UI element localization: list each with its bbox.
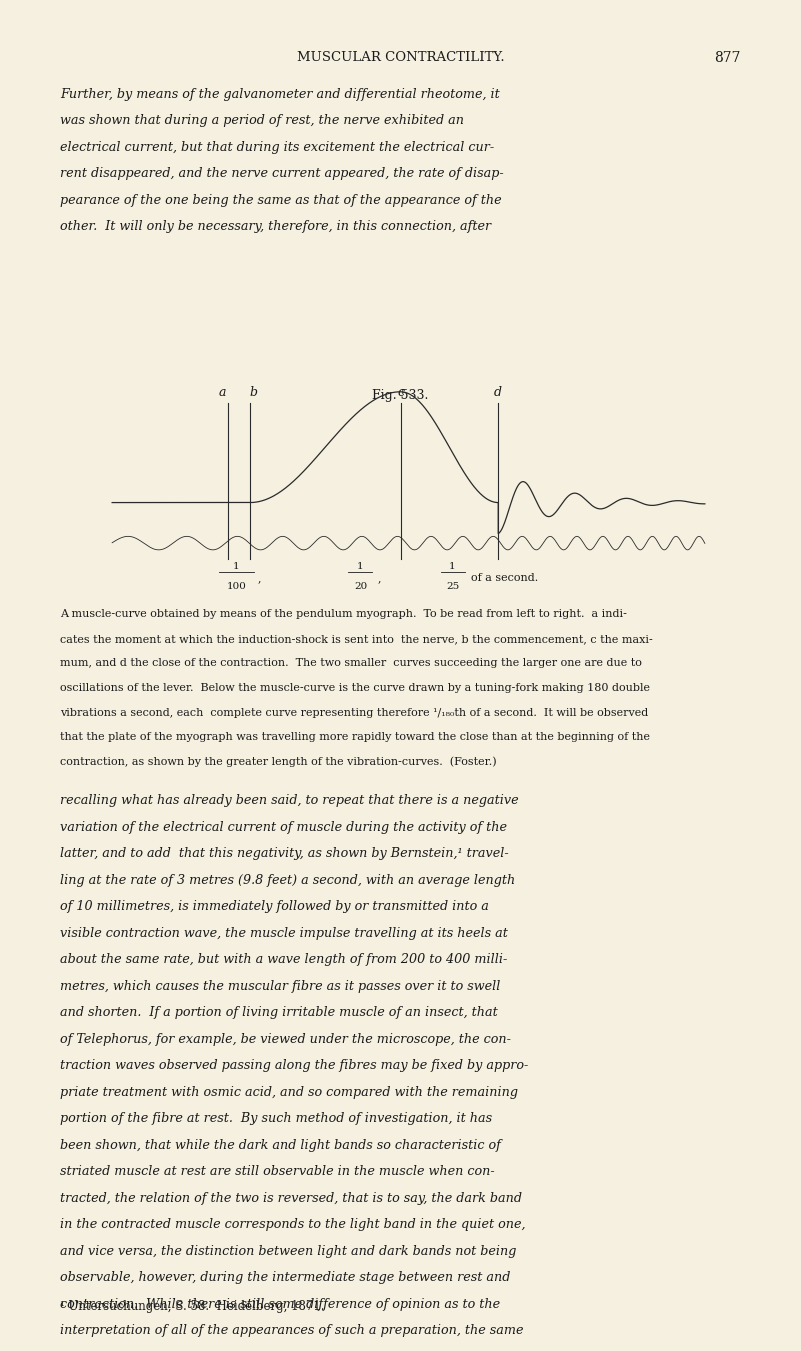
Text: cates the moment at which the induction-shock is sent into  the nerve, b the com: cates the moment at which the induction-… — [60, 634, 653, 644]
Text: been shown, that while the dark and light bands so characteristic of: been shown, that while the dark and ligh… — [60, 1139, 501, 1151]
Text: striated muscle at rest are still observable in the muscle when con-: striated muscle at rest are still observ… — [60, 1165, 495, 1178]
Text: about the same rate, but with a wave length of from 200 to 400 milli-: about the same rate, but with a wave len… — [60, 954, 507, 966]
Text: pearance of the one being the same as that of the appearance of the: pearance of the one being the same as th… — [60, 193, 501, 207]
Text: ,: , — [258, 573, 261, 584]
Text: traction waves observed passing along the fibres may be fixed by appro-: traction waves observed passing along th… — [60, 1059, 529, 1073]
Text: and shorten.  If a portion of living irritable muscle of an insect, that: and shorten. If a portion of living irri… — [60, 1006, 498, 1019]
Text: portion of the fibre at rest.  By such method of investigation, it has: portion of the fibre at rest. By such me… — [60, 1112, 492, 1125]
Text: oscillations of the lever.  Below the muscle-curve is the curve drawn by a tunin: oscillations of the lever. Below the mus… — [60, 684, 650, 693]
Text: tracted, the relation of the two is reversed, that is to say, the dark band: tracted, the relation of the two is reve… — [60, 1192, 522, 1205]
Text: Further, by means of the galvanometer and differential rheotome, it: Further, by means of the galvanometer an… — [60, 88, 500, 101]
Text: A muscle-curve obtained by means of the pendulum myograph.  To be read from left: A muscle-curve obtained by means of the … — [60, 609, 627, 619]
Text: contraction, as shown by the greater length of the vibration-curves.  (Foster.): contraction, as shown by the greater len… — [60, 757, 497, 767]
Text: contraction.  While there is still some difference of opinion as to the: contraction. While there is still some d… — [60, 1297, 500, 1310]
Text: latter, and to add  that this negativity, as shown by Bernstein,¹ travel-: latter, and to add that this negativity,… — [60, 847, 509, 861]
Text: 20: 20 — [354, 582, 367, 592]
Text: vibrations a second, each  complete curve representing therefore ¹/₁₈₀th of a se: vibrations a second, each complete curve… — [60, 708, 648, 717]
Text: MUSCULAR CONTRACTILITY.: MUSCULAR CONTRACTILITY. — [296, 51, 505, 65]
Text: 877: 877 — [714, 51, 741, 65]
Text: 1: 1 — [233, 562, 239, 571]
Text: 25: 25 — [446, 582, 459, 592]
Text: rent disappeared, and the nerve current appeared, the rate of disap-: rent disappeared, and the nerve current … — [60, 168, 504, 180]
Text: metres, which causes the muscular fibre as it passes over it to swell: metres, which causes the muscular fibre … — [60, 979, 501, 993]
Text: c: c — [397, 385, 404, 399]
Text: Fig. 533.: Fig. 533. — [372, 389, 429, 403]
Text: other.  It will only be necessary, therefore, in this connection, after: other. It will only be necessary, theref… — [60, 220, 491, 234]
Text: ling at the rate of 3 metres (9.8 feet) a second, with an average length: ling at the rate of 3 metres (9.8 feet) … — [60, 874, 515, 886]
Text: of Telephorus, for example, be viewed under the microscope, the con-: of Telephorus, for example, be viewed un… — [60, 1032, 511, 1046]
Text: interpretation of all of the appearances of such a preparation, the same: interpretation of all of the appearances… — [60, 1324, 524, 1337]
Text: 100: 100 — [227, 582, 246, 592]
Text: d: d — [494, 385, 502, 399]
Text: a: a — [218, 385, 226, 399]
Text: b: b — [250, 385, 258, 399]
Text: of a second.: of a second. — [471, 573, 538, 584]
Text: and vice versa, the distinction between light and dark bands not being: and vice versa, the distinction between … — [60, 1244, 517, 1258]
Text: mum, and d the close of the contraction.  The two smaller  curves succeeding the: mum, and d the close of the contraction.… — [60, 658, 642, 669]
Text: ,: , — [378, 573, 381, 584]
Text: priate treatment with osmic acid, and so compared with the remaining: priate treatment with osmic acid, and so… — [60, 1086, 518, 1098]
Text: was shown that during a period of rest, the nerve exhibited an: was shown that during a period of rest, … — [60, 115, 464, 127]
Text: visible contraction wave, the muscle impulse travelling at its heels at: visible contraction wave, the muscle imp… — [60, 927, 508, 940]
Text: recalling what has already been said, to repeat that there is a negative: recalling what has already been said, to… — [60, 794, 519, 808]
Text: of 10 millimetres, is immediately followed by or transmitted into a: of 10 millimetres, is immediately follow… — [60, 900, 489, 913]
Text: ¹ Untersuchungen, S. 58.  Heidelberg, 1871.: ¹ Untersuchungen, S. 58. Heidelberg, 187… — [60, 1300, 324, 1313]
Text: 1: 1 — [449, 562, 456, 571]
Text: observable, however, during the intermediate stage between rest and: observable, however, during the intermed… — [60, 1271, 510, 1283]
Text: variation of the electrical current of muscle during the activity of the: variation of the electrical current of m… — [60, 821, 507, 834]
Text: electrical current, but that during its excitement the electrical cur-: electrical current, but that during its … — [60, 141, 494, 154]
Text: 1: 1 — [357, 562, 364, 571]
Text: that the plate of the myograph was travelling more rapidly toward the close than: that the plate of the myograph was trave… — [60, 732, 650, 742]
Text: in the contracted muscle corresponds to the light band in the quiet one,: in the contracted muscle corresponds to … — [60, 1219, 525, 1231]
